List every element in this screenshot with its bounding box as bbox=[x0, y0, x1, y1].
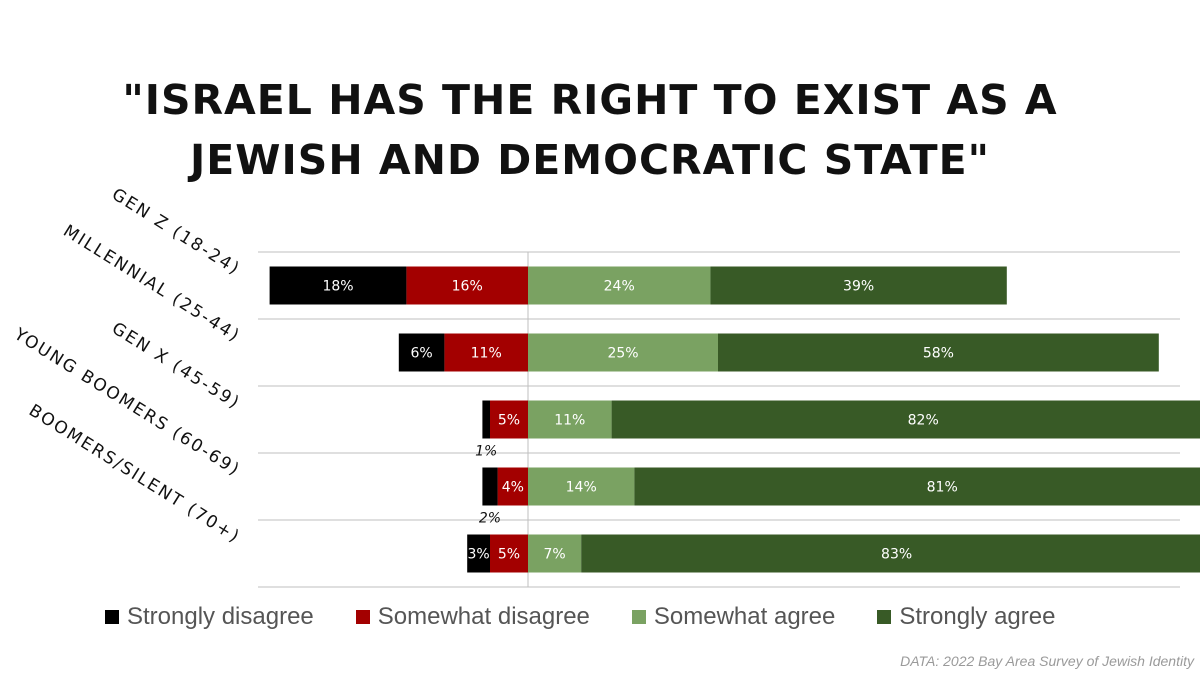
legend-swatch-somewhat-disagree bbox=[355, 610, 370, 624]
data-label-somewhat-agree-millennial-25-44: 25% bbox=[607, 346, 638, 362]
bar-strongly-agree-gen-x-45-59 bbox=[611, 400, 1200, 439]
bar-strongly-disagree-gen-x-45-59 bbox=[482, 400, 490, 439]
legend-label-strongly-disagree: Strongly disagree bbox=[127, 603, 314, 630]
data-label-somewhat-disagree-boomers-silent-70: 5% bbox=[498, 547, 520, 563]
bar-somewhat-agree-boomers-silent-70 bbox=[528, 534, 582, 573]
bar-strongly-agree-young-boomers-60-69 bbox=[634, 467, 1200, 506]
bar-somewhat-agree-gen-z-18-24 bbox=[528, 266, 711, 305]
data-label-somewhat-agree-boomers-silent-70: 7% bbox=[543, 547, 565, 563]
legend-label-somewhat-agree: Somewhat agree bbox=[653, 603, 836, 630]
bar-strongly-disagree-boomers-silent-70 bbox=[467, 534, 490, 573]
bar-strongly-agree-boomers-silent-70 bbox=[581, 534, 1200, 573]
data-label-strongly-disagree-gen-z-18-24: 18% bbox=[322, 279, 353, 295]
bar-strongly-agree-millennial-25-44 bbox=[718, 333, 1159, 372]
legend-label-somewhat-disagree: Somewhat disagree bbox=[377, 603, 590, 630]
data-label-somewhat-agree-young-boomers-60-69: 14% bbox=[566, 480, 597, 496]
bar-somewhat-disagree-young-boomers-60-69 bbox=[497, 467, 528, 506]
bar-somewhat-disagree-boomers-silent-70 bbox=[490, 534, 528, 573]
legend-swatch-strongly-disagree bbox=[105, 610, 119, 624]
category-label-millennial-25-44: MILLENNIAL (25-44) bbox=[60, 221, 244, 347]
data-label-somewhat-agree-gen-x-45-59: 11% bbox=[554, 413, 585, 429]
data-label-strongly-disagree-boomers-silent-70: 3% bbox=[467, 547, 489, 563]
data-label-strongly-agree-young-boomers-60-69: 81% bbox=[927, 480, 958, 496]
legend-swatch-somewhat-agree bbox=[631, 610, 646, 624]
chart-title: "ISRAEL HAS THE RIGHT TO EXIST AS A JEWI… bbox=[0, 70, 1180, 190]
data-label-strongly-agree-gen-z-18-24: 39% bbox=[843, 279, 874, 295]
data-label-somewhat-agree-gen-z-18-24: 24% bbox=[604, 279, 635, 295]
bar-strongly-agree-gen-z-18-24 bbox=[710, 266, 1007, 305]
data-label-somewhat-disagree-gen-x-45-59: 5% bbox=[498, 413, 520, 429]
chart-legend: Strongly disagree Somewhat disagree Some… bbox=[105, 603, 1097, 631]
data-label-strongly-disagree-millennial-25-44: 6% bbox=[410, 346, 432, 362]
chart-title-line-2: JEWISH AND DEMOCRATIC STATE" bbox=[190, 136, 990, 184]
data-label-somewhat-disagree-gen-z-18-24: 16% bbox=[452, 279, 483, 295]
data-label-somewhat-disagree-young-boomers-60-69: 4% bbox=[502, 480, 524, 496]
category-label-boomers-silent-70: BOOMERS/SILENT (70+) bbox=[25, 401, 244, 548]
data-label-strongly-disagree-gen-x-45-59: 1% bbox=[475, 444, 497, 460]
bar-strongly-disagree-young-boomers-60-69 bbox=[482, 467, 498, 506]
legend-label-strongly-agree: Strongly agree bbox=[899, 603, 1056, 630]
legend-item-somewhat-disagree: Somewhat disagree bbox=[355, 603, 590, 631]
legend-item-strongly-agree: Strongly agree bbox=[877, 603, 1055, 631]
bar-somewhat-agree-millennial-25-44 bbox=[528, 333, 718, 372]
bar-strongly-disagree-millennial-25-44 bbox=[398, 333, 445, 372]
data-label-strongly-agree-boomers-silent-70: 83% bbox=[881, 547, 912, 563]
bar-strongly-disagree-gen-z-18-24 bbox=[269, 266, 407, 305]
data-label-strongly-agree-gen-x-45-59: 82% bbox=[908, 413, 939, 429]
chart-title-line-1: "ISRAEL HAS THE RIGHT TO EXIST AS A bbox=[122, 76, 1058, 124]
data-source-note: DATA: 2022 Bay Area Survey of Jewish Ide… bbox=[900, 653, 1194, 669]
legend-item-somewhat-agree: Somewhat agree bbox=[631, 603, 836, 631]
bar-somewhat-disagree-gen-x-45-59 bbox=[490, 400, 528, 439]
bar-somewhat-disagree-millennial-25-44 bbox=[444, 333, 528, 372]
legend-swatch-strongly-agree bbox=[877, 610, 892, 624]
data-label-somewhat-disagree-millennial-25-44: 11% bbox=[471, 346, 502, 362]
bar-somewhat-disagree-gen-z-18-24 bbox=[406, 266, 528, 305]
data-label-strongly-agree-millennial-25-44: 58% bbox=[923, 346, 954, 362]
legend-item-strongly-disagree: Strongly disagree bbox=[105, 603, 314, 631]
bar-somewhat-agree-young-boomers-60-69 bbox=[528, 467, 635, 506]
bar-somewhat-agree-gen-x-45-59 bbox=[528, 400, 612, 439]
data-label-strongly-disagree-young-boomers-60-69: 2% bbox=[479, 511, 501, 527]
